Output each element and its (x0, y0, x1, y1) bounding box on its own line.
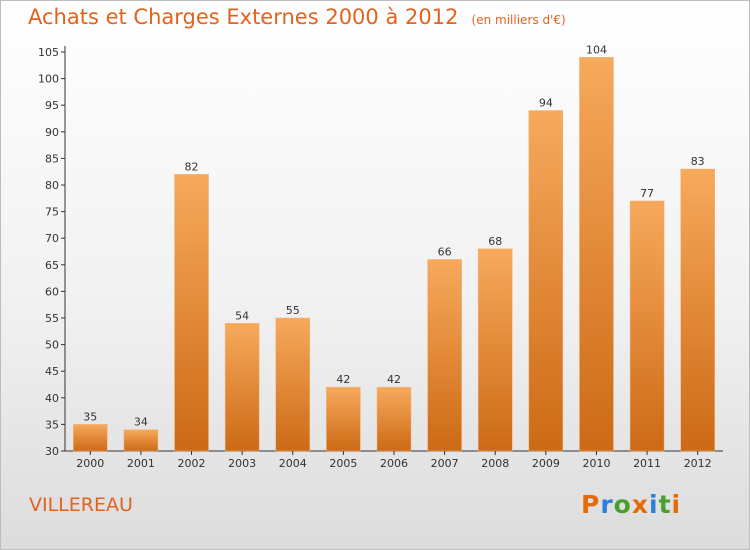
data-label: 68 (488, 235, 502, 248)
x-tick-label: 2004 (279, 457, 307, 470)
bar (528, 110, 564, 452)
data-label: 34 (134, 416, 148, 429)
data-label: 35 (83, 410, 97, 423)
brand-letter: o (613, 490, 632, 519)
bar (376, 386, 412, 452)
y-tick-label: 85 (45, 152, 59, 165)
x-tick-label: 2001 (127, 457, 155, 470)
y-tick-label: 30 (45, 445, 59, 458)
brand-letter: i (671, 490, 682, 519)
bar (427, 259, 462, 452)
brand-letter: i (649, 490, 659, 519)
bar (275, 317, 311, 452)
brand-letter: t (658, 490, 672, 519)
data-label: 42 (387, 373, 401, 386)
y-tick-label: 35 (45, 418, 59, 431)
brand-letter: P (581, 490, 601, 519)
data-label: 94 (539, 97, 553, 110)
data-label: 77 (640, 187, 654, 200)
bar (73, 424, 108, 452)
bar (174, 174, 209, 452)
y-tick-label: 40 (45, 392, 59, 405)
brand-logo: Proxiti (581, 490, 681, 519)
x-tick-label: 2011 (633, 457, 661, 470)
bar (629, 200, 665, 452)
chart-title-main: Achats et Charges Externes 2000 à 2012 (28, 5, 459, 29)
y-tick-label: 100 (38, 73, 59, 86)
y-tick-label: 95 (45, 99, 59, 112)
data-label: 42 (336, 373, 350, 386)
bar (680, 168, 715, 452)
brand-letter: r (600, 490, 614, 519)
y-tick-label: 50 (45, 339, 59, 352)
bar (123, 429, 159, 452)
bar (477, 248, 513, 452)
x-tick-label: 2008 (481, 457, 509, 470)
chart-title: Achats et Charges Externes 2000 à 2012 (… (28, 5, 566, 29)
brand-letter: x (631, 490, 649, 519)
y-tick-label: 45 (45, 365, 59, 378)
x-tick-label: 2010 (582, 457, 610, 470)
chart-subtitle: (en milliers d'€) (471, 13, 566, 27)
data-label: 83 (691, 155, 705, 168)
data-label: 54 (235, 309, 249, 322)
x-tick-label: 2002 (178, 457, 206, 470)
bar (224, 323, 260, 452)
y-tick-label: 60 (45, 285, 59, 298)
x-tick-label: 2006 (380, 457, 408, 470)
y-tick-label: 80 (45, 179, 59, 192)
y-tick-label: 65 (45, 259, 59, 272)
x-tick-label: 2003 (228, 457, 256, 470)
y-tick-label: 55 (45, 312, 59, 325)
x-tick-label: 2000 (76, 457, 104, 470)
place-name: VILLEREAU (29, 494, 133, 516)
bar (579, 57, 614, 452)
y-tick-label: 75 (45, 206, 59, 219)
x-tick-label: 2012 (684, 457, 712, 470)
y-tick-label: 90 (45, 126, 59, 139)
data-label: 82 (185, 160, 199, 173)
x-tick-label: 2005 (329, 457, 357, 470)
y-tick-label: 70 (45, 232, 59, 245)
x-tick-label: 2007 (431, 457, 459, 470)
y-tick-label: 105 (38, 46, 59, 59)
data-label: 55 (286, 304, 300, 317)
data-label: 104 (586, 43, 607, 56)
bar (326, 386, 361, 452)
x-tick-label: 2009 (532, 457, 560, 470)
data-label: 66 (438, 245, 452, 258)
